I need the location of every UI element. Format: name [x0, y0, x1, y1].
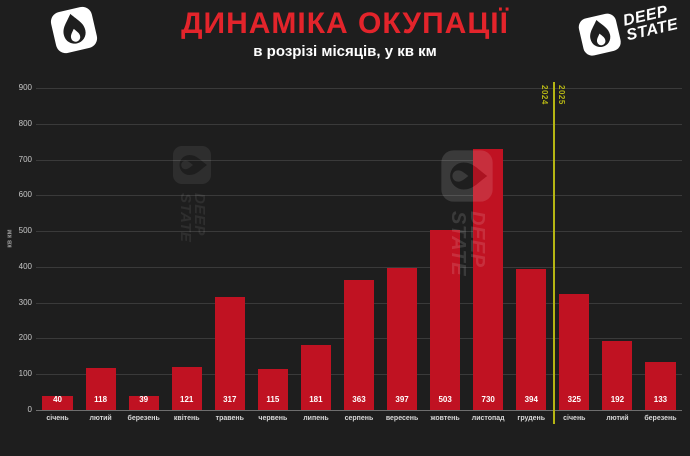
deepstate-logo-text: DEEP STATE	[622, 2, 680, 45]
gridline-400	[36, 266, 682, 268]
bar-value-label: 121	[180, 395, 194, 404]
bar-chart: 0 100 200 300 400 500 600 700 800 900 40 січень 118 л…	[19, 82, 682, 424]
bar-лютий	[602, 341, 633, 410]
bar-value-label: 730	[481, 395, 495, 404]
bar-value-label: 133	[653, 395, 668, 404]
bar-value-label: 394	[524, 395, 538, 404]
y-tick-label: 200	[18, 333, 32, 343]
x-tick-label: січень	[46, 415, 69, 422]
bar-березень	[645, 362, 676, 410]
y-tick-label: 300	[18, 297, 32, 307]
x-tick-label: травень	[215, 415, 244, 422]
x-tick-label: листопад	[471, 415, 505, 422]
x-tick-label: червень	[258, 415, 288, 422]
x-tick-label: серпень	[344, 415, 374, 422]
x-tick-label: жовтень	[430, 415, 460, 422]
deepstate-logo-right: DEEP STATE	[576, 0, 681, 59]
bar-value-label: 325	[567, 395, 581, 404]
y-tick-label: 800	[18, 118, 32, 128]
gridline-900	[36, 88, 682, 89]
bar-value-label: 397	[395, 395, 409, 404]
year-label-left: 2024	[539, 85, 549, 105]
y-tick-label: 500	[18, 226, 32, 236]
x-tick-label: вересень	[385, 415, 419, 422]
gridline-0	[36, 410, 682, 411]
y-axis-title: кв км	[6, 229, 14, 248]
bar-value-label: 40	[53, 395, 62, 404]
bar-value-label: 115	[266, 395, 280, 404]
x-tick-label: квітень	[173, 415, 200, 422]
gridline-500	[36, 231, 682, 233]
chart-title: ДИНАМІКА ОКУПАЦІЇ	[181, 7, 509, 40]
x-tick-label: лютий	[606, 415, 629, 422]
y-tick-label: 0	[27, 405, 32, 414]
bar-травень	[214, 296, 245, 410]
y-tick-label: 700	[18, 154, 32, 164]
bar-січень	[559, 293, 590, 410]
y-tick-label: 600	[18, 190, 32, 200]
y-tick-label: 100	[18, 369, 32, 379]
bar-value-label: 118	[94, 395, 108, 404]
deepstate-logo-left	[48, 4, 101, 57]
x-tick-label: липень	[303, 415, 329, 422]
x-tick-label: березень	[644, 415, 677, 422]
bar-value-label: 363	[352, 395, 366, 404]
x-tick-label: грудень	[517, 415, 546, 422]
bar-value-label: 192	[610, 395, 625, 404]
year-label-right: 2025	[556, 85, 566, 105]
bar-липень	[300, 345, 331, 410]
bar-value-label: 39	[139, 395, 149, 404]
chart-subtitle: в розрізі місяців, у кв км	[253, 43, 437, 60]
x-tick-label: березень	[127, 415, 160, 422]
x-tick-label: лютий	[89, 415, 112, 422]
header: ДИНАМІКА ОКУПАЦІЇ в розрізі місяців, у к…	[0, 7, 690, 60]
gridline-700	[36, 159, 682, 161]
bar-грудень	[516, 269, 547, 410]
bar-січень	[42, 395, 73, 410]
y-tick-label: 900	[18, 83, 32, 92]
bar-березень	[128, 396, 159, 410]
bar-вересень	[386, 267, 418, 410]
bar-квітень	[171, 366, 202, 410]
deepstate-flame-icon	[576, 11, 624, 59]
bar-листопад	[473, 148, 504, 410]
bar-value-label: 181	[309, 395, 323, 404]
bar-червень	[257, 368, 288, 410]
y-tick-label: 400	[18, 261, 32, 271]
bar-жовтень	[430, 230, 461, 410]
bar-value-label: 317	[223, 395, 237, 404]
x-tick-label: січень	[563, 415, 586, 422]
deepstate-flame-icon	[48, 4, 101, 57]
bar-лютий	[85, 367, 116, 410]
gridline-600	[36, 195, 682, 197]
bar-серпень	[343, 280, 375, 410]
year-divider-line	[552, 82, 555, 424]
gridline-800	[36, 123, 682, 125]
bar-value-label: 503	[438, 395, 452, 404]
